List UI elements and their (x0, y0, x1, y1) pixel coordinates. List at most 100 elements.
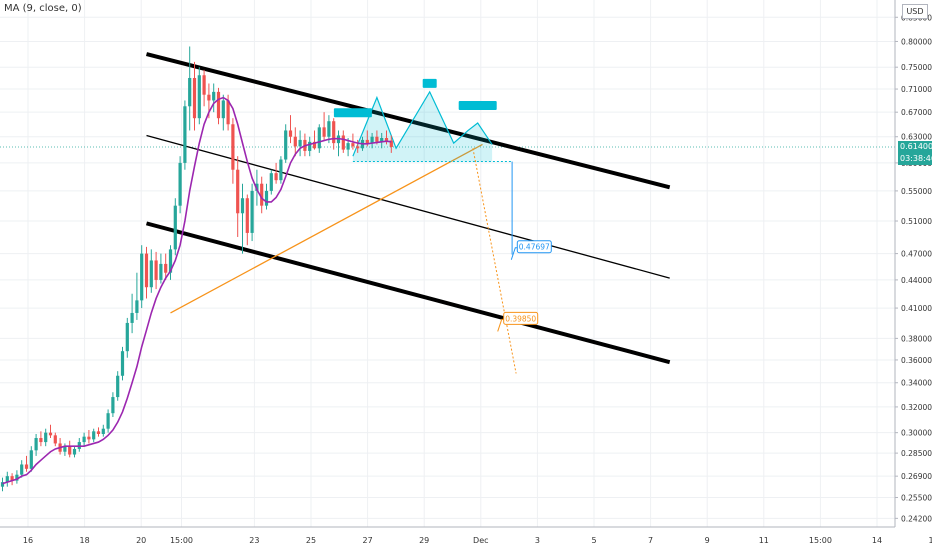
time-tick-label: 16 (23, 536, 33, 545)
time-tick-label: 29 (419, 536, 429, 545)
pattern-outline (352, 90, 493, 157)
projection-lines[interactable] (472, 148, 517, 374)
moving-average-series (2, 96, 392, 485)
price-projection-line (472, 148, 517, 374)
candle-body (135, 300, 139, 313)
candle-body (72, 448, 77, 455)
candle-body (154, 260, 158, 280)
candle-body (159, 263, 163, 280)
price-tick-label: 0.34000 (901, 379, 932, 388)
candle-body (164, 263, 168, 273)
candle-body (68, 446, 72, 455)
time-axis[interactable]: 16 18 20 15:00 23 25 27 29 Dec 3 5 7 9 11 15:00 14 16 (0, 526, 932, 545)
candle-body (255, 183, 259, 191)
time-tick-label: Dec (473, 536, 488, 545)
price-tick-label: 0.32000 (901, 403, 932, 412)
price-tick-label: 0.25500 (901, 493, 932, 502)
candle-body (125, 322, 129, 352)
currency-label[interactable]: USD (902, 4, 928, 19)
price-tick-label: 0.55000 (901, 187, 932, 196)
candle-body (188, 77, 192, 107)
pattern-marker (333, 108, 372, 118)
candle-body (34, 438, 38, 451)
candle-body (365, 139, 369, 144)
target-label: 0.39850 (505, 314, 536, 323)
time-tick-label: 11 (759, 536, 769, 545)
candle-body (10, 476, 14, 481)
candle-body (140, 253, 144, 301)
head-and-shoulders-pattern[interactable] (333, 78, 513, 163)
price-tick-label: 0.47000 (901, 250, 932, 259)
time-tick-label: 16 (929, 536, 932, 545)
candle-body (48, 432, 53, 436)
target-box (516, 240, 552, 254)
candle-body (356, 146, 360, 149)
indicator-label[interactable]: MA (9, close, 0) (4, 3, 82, 14)
candle-body (96, 431, 101, 434)
candle-body (116, 375, 120, 398)
candle-body (221, 100, 225, 119)
candle-body (327, 121, 331, 137)
time-tick-label: 9 (705, 536, 710, 545)
price-tick-label: 0.80000 (901, 37, 932, 46)
candle-body (269, 173, 273, 191)
candle-body (144, 253, 149, 288)
candle-body (207, 94, 211, 101)
time-tick-label: 23 (249, 536, 259, 545)
candle-body (202, 75, 206, 95)
time-tick-label: 7 (648, 536, 653, 545)
price-tick-label: 0.36000 (901, 356, 932, 365)
time-tick-label: 5 (591, 536, 596, 545)
target-box (503, 311, 539, 325)
candle-body (245, 198, 249, 233)
time-tick-label: 3 (535, 536, 540, 545)
candle-body (312, 141, 317, 149)
price-axis[interactable]: 0.850000.800000.750000.710000.670000.630… (894, 0, 932, 550)
candle-body (250, 190, 254, 233)
candle-body (308, 141, 312, 151)
candle-body (332, 121, 336, 144)
candle-body (53, 435, 57, 444)
candle-body (284, 130, 288, 160)
candle-body (178, 162, 182, 206)
candle-body (380, 138, 384, 142)
candle-body (288, 130, 293, 137)
candle-body (236, 169, 240, 214)
time-tick-label: 14 (872, 536, 882, 545)
candle-body (240, 198, 245, 214)
candle-body (192, 77, 197, 119)
candlestick-series (0, 46, 393, 492)
candle-body (120, 351, 125, 376)
channel-upper-line (146, 52, 671, 190)
candle-body (274, 173, 278, 181)
candle-body (226, 100, 230, 125)
candle-body (0, 482, 5, 487)
candle-body (375, 136, 379, 142)
candle-body (111, 397, 115, 414)
price-tick-label: 0.30000 (901, 429, 932, 438)
candle-body (106, 413, 110, 429)
candle-body (29, 450, 33, 469)
price-tick-label: 0.71000 (901, 85, 932, 94)
price-tick-label: 0.44000 (901, 276, 932, 285)
candle-body (341, 135, 345, 150)
target-labels[interactable]: 0.47697 0.39850 (497, 240, 552, 332)
price-tick-label: 0.67000 (901, 108, 932, 117)
candle-body (82, 436, 86, 443)
candle-body (63, 446, 67, 452)
candle-body (20, 464, 24, 475)
candle-body (293, 136, 297, 147)
candle-body (260, 183, 264, 206)
price-tick-label: 0.75000 (901, 63, 932, 72)
grid (0, 0, 895, 527)
candle-body (101, 428, 105, 434)
pattern-marker (458, 100, 497, 110)
candle-body (168, 249, 173, 273)
price-axis-background (895, 0, 932, 550)
support-trendline[interactable] (170, 143, 483, 314)
descending-channel[interactable] (145, 52, 671, 365)
candle-body (5, 476, 9, 483)
candle-body (149, 260, 153, 288)
